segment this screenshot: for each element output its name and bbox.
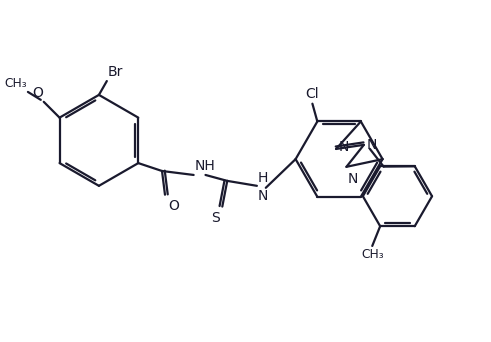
Text: Cl: Cl (305, 87, 319, 101)
Text: N: N (348, 172, 358, 186)
Text: N: N (339, 140, 350, 154)
Text: CH₃: CH₃ (361, 248, 383, 261)
Text: O: O (32, 86, 43, 100)
Text: Br: Br (108, 65, 123, 79)
Text: N: N (367, 138, 377, 152)
Text: H: H (258, 171, 268, 185)
Text: S: S (212, 211, 220, 225)
Text: CH₃: CH₃ (4, 77, 27, 90)
Text: O: O (168, 199, 179, 213)
Text: N: N (258, 189, 268, 203)
Text: NH: NH (194, 159, 216, 173)
